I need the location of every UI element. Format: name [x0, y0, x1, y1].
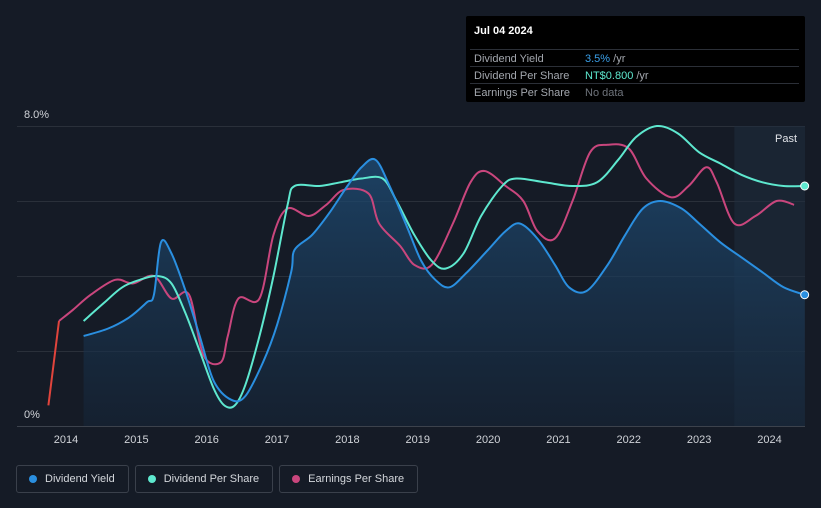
legend-dividend-yield[interactable]: Dividend Yield	[16, 465, 129, 493]
x-tick-label: 2023	[687, 434, 711, 446]
y-axis-top-label: 8.0%	[24, 109, 49, 121]
x-tick-label: 2014	[54, 434, 78, 446]
legend-label: Dividend Yield	[45, 473, 115, 485]
tooltip-row-earnings-per-share: Earnings Per Share No data	[470, 83, 799, 101]
tooltip-row-dividend-per-share: Dividend Per Share NT$0.800 /yr	[470, 66, 799, 84]
tooltip-value: 3.5% /yr	[585, 53, 626, 65]
legend-dot-icon	[29, 475, 37, 483]
x-tick-label: 2018	[335, 434, 359, 446]
y-axis-bottom-label: 0%	[24, 409, 40, 421]
tooltip-label: Dividend Yield	[474, 53, 544, 65]
dividend-yield-end-marker	[800, 290, 810, 300]
x-tick-label: 2017	[265, 434, 289, 446]
tooltip-label: Dividend Per Share	[474, 70, 570, 82]
earnings-per-share-lead-line	[47, 320, 60, 406]
dividend-yield-line	[83, 158, 806, 403]
x-tick-label: 2024	[757, 434, 781, 446]
earnings-per-share-line	[58, 143, 795, 366]
legend-earnings-per-share[interactable]: Earnings Per Share	[279, 465, 419, 493]
legend-dot-icon	[292, 475, 301, 483]
tooltip-date: Jul 04 2024	[474, 25, 533, 37]
dividend-per-share-end-marker	[800, 181, 810, 191]
tooltip: Jul 04 2024 Dividend Yield 3.5% /yr Divi…	[466, 16, 805, 102]
legend-label: Dividend Per Share	[163, 473, 260, 485]
dividend-yield-area	[83, 158, 805, 426]
x-tick-label: 2021	[546, 434, 570, 446]
legend-label: Earnings Per Share	[308, 473, 405, 485]
tooltip-label: Earnings Per Share	[474, 87, 570, 99]
x-tick-label: 2016	[194, 434, 218, 446]
tooltip-row-dividend-yield: Dividend Yield 3.5% /yr	[470, 49, 799, 67]
legend-dot-icon	[147, 475, 156, 483]
tooltip-value: No data	[585, 87, 624, 99]
tooltip-value: NT$0.800 /yr	[585, 70, 649, 82]
past-label: Past	[775, 133, 797, 145]
legend-dividend-per-share[interactable]: Dividend Per Share	[134, 465, 274, 493]
x-tick-label: 2019	[406, 434, 430, 446]
x-tick-label: 2022	[617, 434, 641, 446]
x-tick-label: 2020	[476, 434, 500, 446]
legend: Dividend Yield Dividend Per Share Earnin…	[16, 465, 419, 493]
x-tick-label: 2015	[124, 434, 148, 446]
